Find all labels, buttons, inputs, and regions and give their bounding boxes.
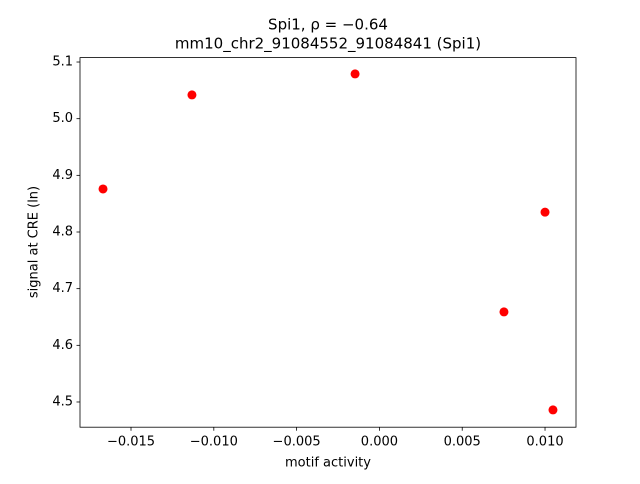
x-tick-label: −0.010 — [190, 435, 238, 450]
point — [98, 184, 108, 194]
y-tick-label: 4.9 — [52, 168, 73, 183]
x-axis-label: motif activity — [285, 456, 371, 471]
point — [499, 307, 509, 317]
chart-title: Spi1, ρ = −0.64 — [268, 16, 388, 34]
y-tick-label: 4.7 — [52, 281, 73, 296]
y-tick-label: 5.0 — [52, 111, 73, 126]
x-tick-label: −0.015 — [107, 435, 155, 450]
x-tick-label: 0.005 — [444, 435, 481, 450]
y-tick-label: 4.8 — [52, 225, 73, 240]
y-tick-label: 4.5 — [52, 394, 73, 409]
x-tick-label: 0.000 — [361, 435, 398, 450]
point — [187, 90, 197, 100]
chart-subtitle: mm10_chr2_91084552_91084841 (Spi1) — [175, 35, 481, 54]
x-tick-label: −0.005 — [273, 435, 321, 450]
y-axis-label: signal at CRE (ln) — [27, 186, 42, 298]
y-tick-label: 5.1 — [52, 55, 73, 70]
plot-frame — [79, 57, 577, 428]
point — [548, 405, 558, 415]
x-tick-label: 0.010 — [526, 435, 563, 450]
point — [540, 207, 550, 217]
y-tick-label: 4.6 — [52, 338, 73, 353]
point — [350, 69, 360, 79]
